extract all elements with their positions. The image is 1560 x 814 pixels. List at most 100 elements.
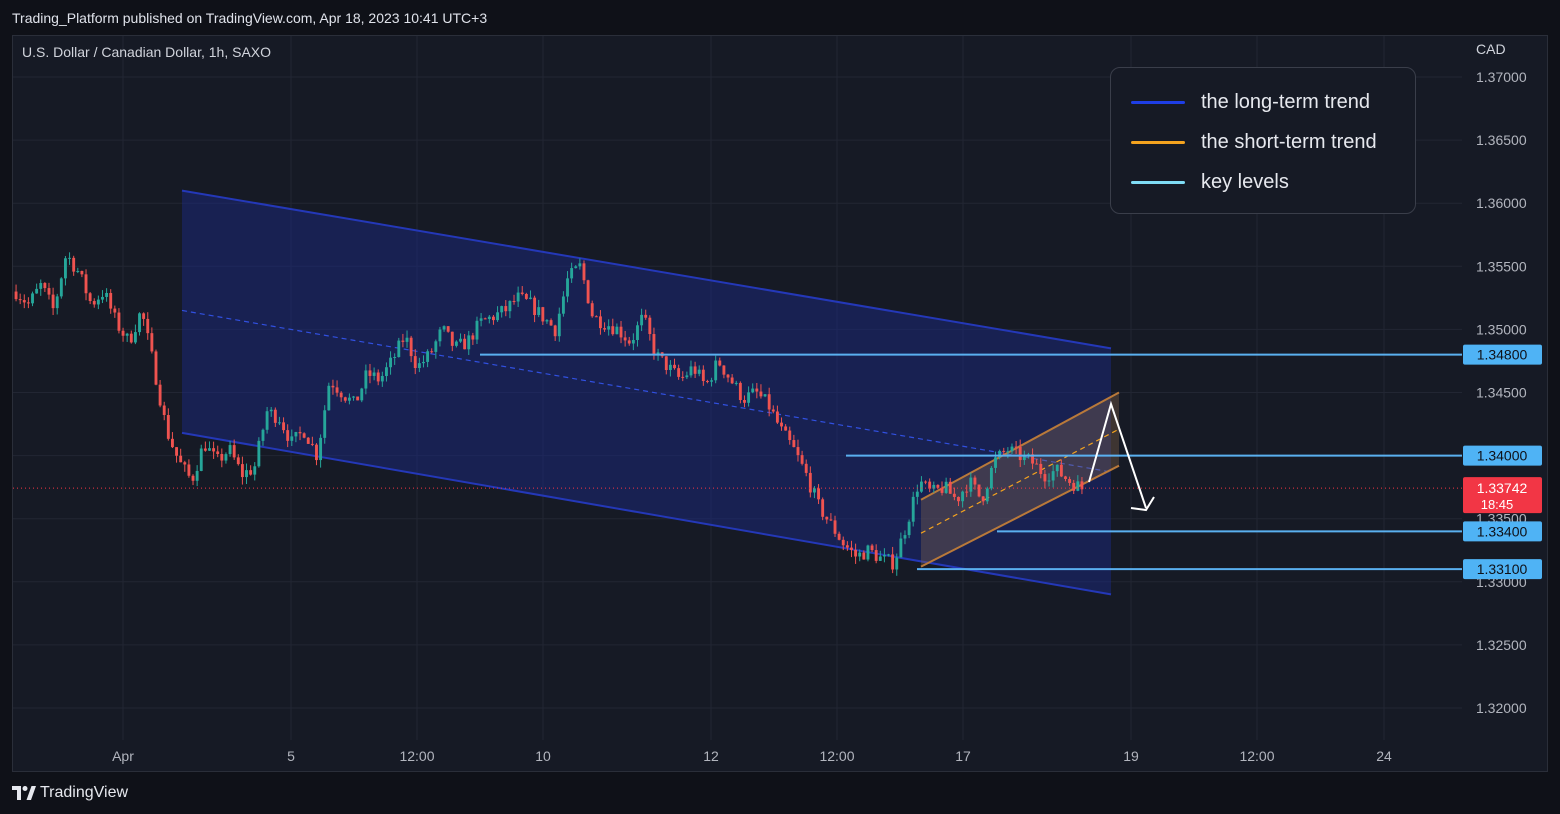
candle-body [788,430,792,441]
last-price-label: 1.33742 [1477,480,1528,496]
footer-brand-label: TradingView [40,784,129,801]
x-tick-label: 12:00 [819,748,854,764]
bar-countdown-label: 18:45 [1481,497,1514,512]
legend-swatch-long-term [1131,100,1185,104]
candle-body [158,384,162,406]
candle-body [339,392,343,398]
candle-body [792,440,796,448]
candle-body [18,299,22,301]
candle-body [1010,446,1014,452]
candle-body [553,325,557,337]
candle-body [957,496,960,502]
candle-body [994,457,997,468]
candle-body [627,340,631,344]
candle-body [113,308,117,313]
candle-body [1051,471,1055,481]
candle-body [409,337,413,357]
candle-body [932,484,936,489]
candle-body [722,365,726,375]
candle-body [253,466,257,475]
candle-body [981,496,985,502]
candle-body [677,368,681,377]
candle-body [195,470,199,481]
candle-body [47,288,51,295]
key-level-badge-label: 1.34800 [1477,347,1528,363]
candle-body [208,448,211,451]
candle-body [183,462,187,465]
footer-brand[interactable]: TradingView [12,784,128,802]
candle-body [236,457,240,465]
legend-swatch-short-term [1131,140,1185,144]
candle-body [483,318,487,320]
candle-body [952,493,956,497]
candle-body [887,554,890,556]
short-term-channel-lower [920,464,1120,568]
candle-body [965,491,969,493]
candle-body [1043,474,1047,482]
candle-body [714,360,718,381]
key-level-badge [1463,445,1542,466]
candle-body [101,296,104,300]
candle-body [290,436,294,441]
candle-body [125,333,129,336]
candle-body [162,405,166,416]
candle-body [1022,454,1026,461]
currency-label: CAD [1476,41,1506,57]
candle-body [88,293,92,302]
candle-body [138,313,141,333]
candle-body [331,385,335,388]
tradingview-logo-icon [12,786,36,800]
candle-body [1035,463,1039,465]
candle-body [380,376,384,382]
candle-body [578,263,582,267]
candle-body [1006,451,1010,453]
candle-body [117,312,121,331]
candle-body [199,448,203,471]
candle-body [438,329,442,342]
candle-body [619,326,623,338]
y-tick-label: 1.36500 [1476,132,1527,148]
legend-label: the long-term trend [1201,90,1370,113]
candle-body [882,555,886,557]
candle-body [969,477,973,492]
candle-body [294,432,298,437]
candle-body [693,366,697,374]
candle-body [907,521,911,536]
y-tick-label: 1.35500 [1476,258,1527,274]
long-term-channel-upper [181,189,1112,350]
candle-body [537,307,541,316]
candle-body [1031,454,1034,464]
x-tick-label: Apr [112,748,134,764]
candle-body [833,520,837,534]
candle-body [648,317,652,335]
candle-body [504,306,508,312]
candle-body [405,337,409,342]
candle-body [858,552,862,557]
candle-body [43,283,47,289]
candle-body [35,288,39,294]
y-tick-label: 1.32000 [1476,700,1527,716]
candle-body [870,545,874,551]
candle-body [977,484,981,497]
candle-body [413,356,417,369]
long-term-channel-fill [182,190,1111,595]
candle-body [261,429,265,441]
candle-body [142,313,146,319]
candle-body [1055,464,1059,472]
projection-arrow-head [1130,496,1155,512]
x-tick-label: 12:00 [1239,748,1274,764]
candle-body [763,394,767,397]
candle-body [743,400,746,403]
candle-body [26,302,30,304]
candle-body [1014,446,1018,448]
candle-body [385,367,388,377]
candle-body [315,444,318,461]
candle-body [775,411,779,423]
x-tick-label: 19 [1123,748,1139,764]
candle-body [656,352,660,355]
candle-body [133,332,137,343]
candle-body [821,499,825,517]
candle-body [808,472,812,493]
candle-body [360,388,364,401]
